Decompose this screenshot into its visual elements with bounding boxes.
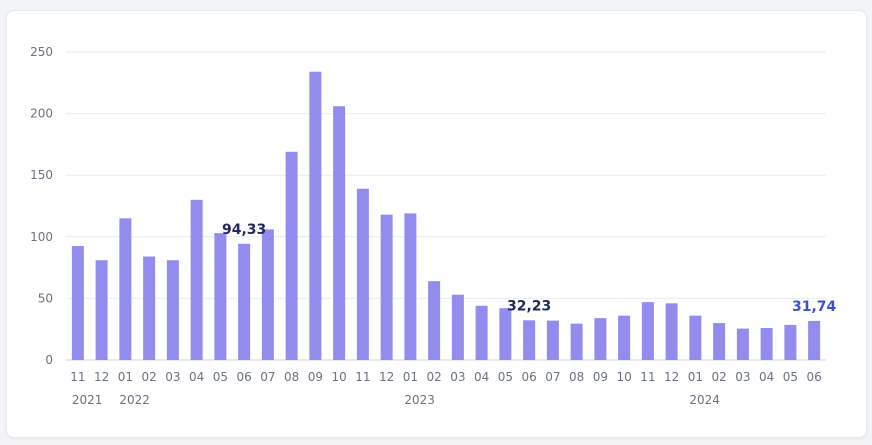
bar-31[interactable] [808,320,821,360]
bar-30[interactable] [784,324,797,360]
bar-24[interactable] [641,302,654,360]
year-label: 2023 [404,393,435,407]
x-tick-label: 04 [189,370,204,384]
bar-27[interactable] [713,323,726,360]
bar-11[interactable] [333,106,346,360]
year-label: 2024 [689,393,720,407]
data-label: 31,74 [792,299,837,315]
bar-16[interactable] [451,294,464,360]
bar-23[interactable] [618,315,631,360]
bar-10[interactable] [309,71,322,360]
bar-18[interactable] [499,308,512,360]
x-tick-label: 02 [426,370,441,384]
bar-25[interactable] [665,303,678,360]
y-tick-label: 50 [38,291,53,305]
x-tick-label: 05 [498,370,513,384]
x-tick-label: 12 [94,370,109,384]
bar-9[interactable] [285,151,298,360]
x-tick-label: 07 [260,370,275,384]
data-label: 94,33 [222,222,266,238]
x-tick-label: 05 [213,370,228,384]
x-tick-label: 08 [284,370,299,384]
chart-card [6,10,867,438]
bar-6[interactable] [214,233,227,360]
bar-8[interactable] [261,229,274,360]
x-tick-label: 09 [308,370,323,384]
x-tick-label: 04 [759,370,774,384]
x-tick-label: 02 [141,370,156,384]
bar-2[interactable] [119,218,132,360]
bar-5[interactable] [190,199,203,360]
bar-15[interactable] [428,281,441,360]
x-tick-label: 12 [379,370,394,384]
year-label: 2021 [72,393,103,407]
y-tick-label: 150 [30,168,53,182]
bar-28[interactable] [736,328,749,360]
bar-26[interactable] [689,315,702,360]
y-axis-ticks: 0 50 100 150 200 250 [30,45,53,367]
x-tick-label: 05 [783,370,798,384]
x-tick-label: 06 [806,370,821,384]
x-tick-label: 01 [688,370,703,384]
x-tick-label: 11 [70,370,85,384]
bar-3[interactable] [143,256,156,360]
x-tick-label: 10 [331,370,346,384]
x-tick-label: 11 [640,370,655,384]
bar-29[interactable] [760,327,773,360]
bars [71,71,821,360]
y-tick-label: 250 [30,45,53,59]
x-tick-label: 07 [545,370,560,384]
y-tick-label: 0 [45,353,53,367]
data-labels: 94,33 32,23 31,74 [222,222,837,315]
bar-19[interactable] [523,320,536,360]
x-tick-label: 12 [664,370,679,384]
x-tick-label: 02 [711,370,726,384]
x-tick-label: 04 [474,370,489,384]
y-tick-label: 200 [30,107,53,121]
x-tick-label: 03 [165,370,180,384]
y-tick-label: 100 [30,230,53,244]
bar-12[interactable] [356,188,369,360]
year-labels: 2021 2022 2023 2024 [72,393,720,407]
grid-lines [66,51,826,361]
x-tick-label: 09 [593,370,608,384]
bar-0[interactable] [71,246,84,360]
bar-1[interactable] [95,260,108,360]
data-label: 32,23 [507,298,551,314]
bar-13[interactable] [380,214,393,360]
bar-22[interactable] [594,318,607,360]
x-tick-label: 06 [236,370,251,384]
x-tick-label: 08 [569,370,584,384]
x-tick-label: 03 [735,370,750,384]
x-tick-label: 06 [521,370,536,384]
bar-4[interactable] [166,260,179,360]
bar-21[interactable] [570,323,583,360]
x-axis-ticks: 11 12 01 02 03 04 05 06 07 08 09 10 11 12 01 02 03 04 05 06… [70,370,822,384]
bar-17[interactable] [475,305,488,360]
bar-14[interactable] [404,213,417,360]
x-tick-label: 10 [616,370,631,384]
x-tick-label: 11 [355,370,370,384]
x-tick-label: 03 [450,370,465,384]
year-label: 2022 [119,393,150,407]
x-tick-label: 01 [403,370,418,384]
x-tick-label: 01 [118,370,133,384]
bar-7[interactable] [238,243,251,360]
bar-20[interactable] [546,320,559,360]
